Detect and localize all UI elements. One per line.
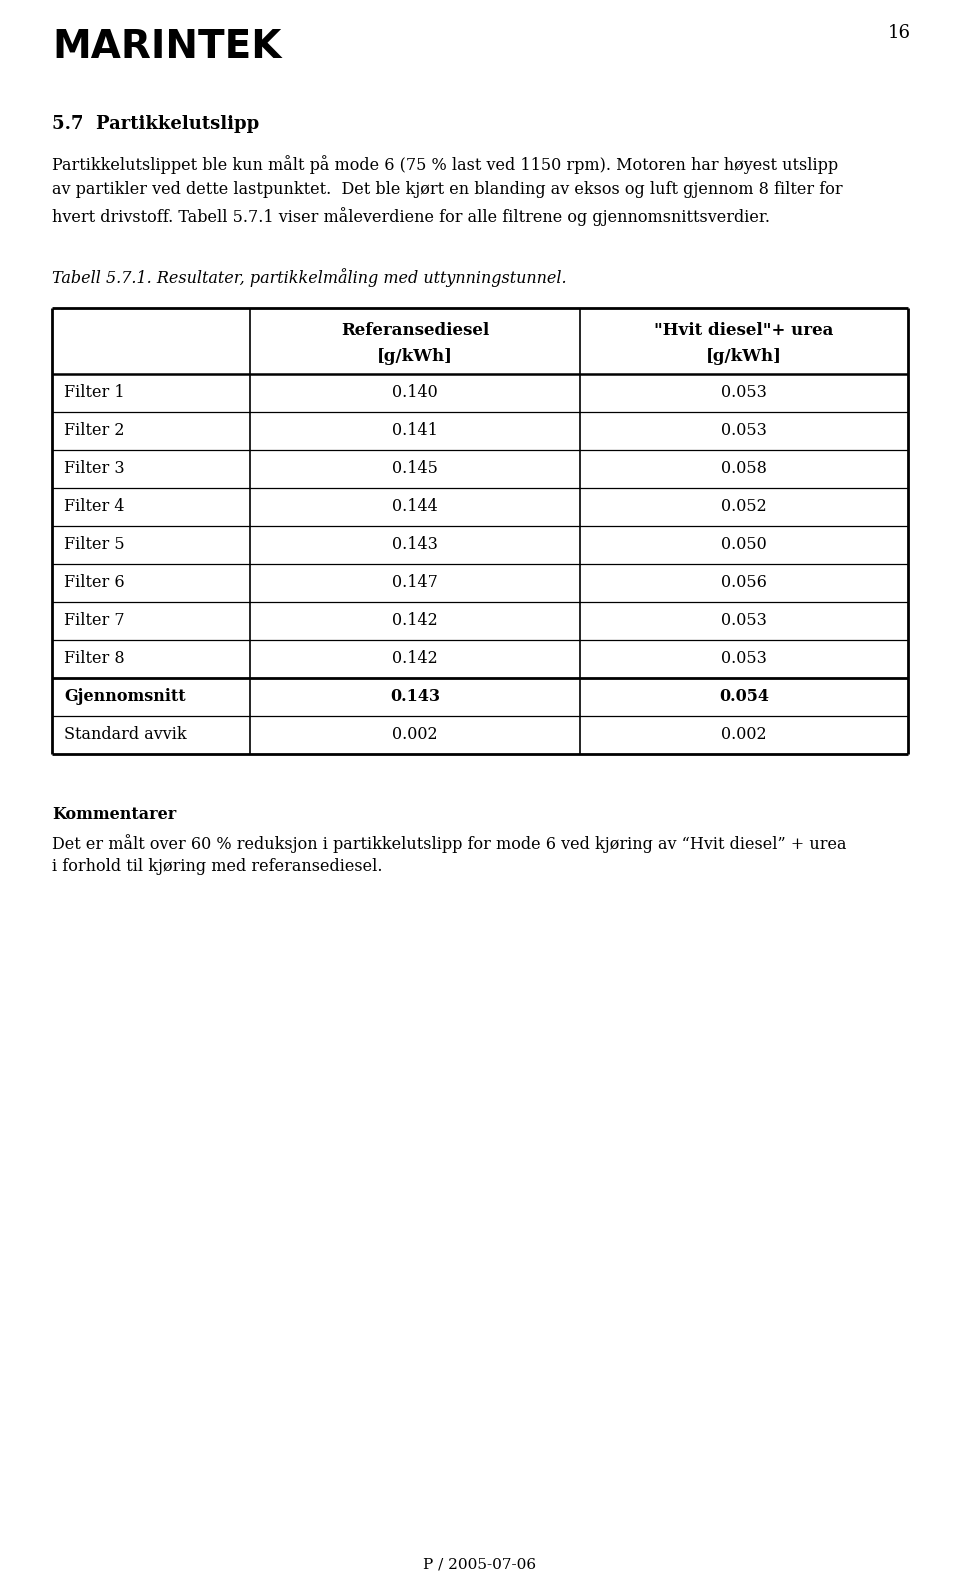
Text: 0.143: 0.143 xyxy=(392,537,438,553)
Text: 0.053: 0.053 xyxy=(721,384,767,402)
Text: 0.056: 0.056 xyxy=(721,573,767,591)
Text: Filter 1: Filter 1 xyxy=(64,384,125,402)
Text: [g/kWh]: [g/kWh] xyxy=(706,348,782,365)
Text: Filter 8: Filter 8 xyxy=(64,649,125,667)
Text: 16: 16 xyxy=(888,24,911,41)
Text: 0.050: 0.050 xyxy=(721,537,767,553)
Text: 0.058: 0.058 xyxy=(721,461,767,476)
Text: MARINTEK: MARINTEK xyxy=(52,29,281,67)
Text: Standard avvik: Standard avvik xyxy=(64,726,186,743)
Text: 0.052: 0.052 xyxy=(721,499,767,515)
Text: Filter 4: Filter 4 xyxy=(64,499,125,515)
Text: Filter 7: Filter 7 xyxy=(64,611,125,629)
Text: "Hvit diesel"+ urea: "Hvit diesel"+ urea xyxy=(655,322,833,338)
Text: 0.141: 0.141 xyxy=(392,422,438,438)
Text: Kommentarer: Kommentarer xyxy=(52,807,177,823)
Text: Det er målt over 60 % reduksjon i partikkelutslipp for mode 6 ved kjøring av “Hv: Det er målt over 60 % reduksjon i partik… xyxy=(52,834,847,853)
Text: 0.002: 0.002 xyxy=(721,726,767,743)
Text: Filter 2: Filter 2 xyxy=(64,422,125,438)
Text: 5.7  Partikkelutslipp: 5.7 Partikkelutslipp xyxy=(52,114,259,133)
Text: 0.054: 0.054 xyxy=(719,688,769,705)
Text: 0.053: 0.053 xyxy=(721,649,767,667)
Text: 0.053: 0.053 xyxy=(721,422,767,438)
Text: 0.002: 0.002 xyxy=(393,726,438,743)
Text: 0.140: 0.140 xyxy=(392,384,438,402)
Text: [g/kWh]: [g/kWh] xyxy=(377,348,453,365)
Text: Referansediesel: Referansediesel xyxy=(341,322,490,338)
Text: Gjennomsnitt: Gjennomsnitt xyxy=(64,688,185,705)
Text: 0.144: 0.144 xyxy=(392,499,438,515)
Text: P / 2005-07-06: P / 2005-07-06 xyxy=(423,1558,537,1572)
Text: 0.142: 0.142 xyxy=(392,611,438,629)
Text: 0.147: 0.147 xyxy=(392,573,438,591)
Text: Partikkelutslippet ble kun målt på mode 6 (75 % last ved 1150 rpm). Motoren har : Partikkelutslippet ble kun målt på mode … xyxy=(52,156,838,175)
Text: 0.142: 0.142 xyxy=(392,649,438,667)
Text: 0.145: 0.145 xyxy=(392,461,438,476)
Text: 0.053: 0.053 xyxy=(721,611,767,629)
Text: Tabell 5.7.1. Resultater, partikkelmåling med uttynningstunnel.: Tabell 5.7.1. Resultater, partikkelmålin… xyxy=(52,268,566,287)
Text: Filter 5: Filter 5 xyxy=(64,537,125,553)
Text: av partikler ved dette lastpunktet.  Det ble kjørt en blanding av eksos og luft : av partikler ved dette lastpunktet. Det … xyxy=(52,181,843,198)
Text: hvert drivstoff. Tabell 5.7.1 viser måleverdiene for alle filtrene og gjennomsni: hvert drivstoff. Tabell 5.7.1 viser måle… xyxy=(52,206,770,225)
Text: 0.143: 0.143 xyxy=(390,688,440,705)
Text: Filter 3: Filter 3 xyxy=(64,461,125,476)
Text: i forhold til kjøring med referansediesel.: i forhold til kjøring med referansediese… xyxy=(52,858,382,875)
Text: Filter 6: Filter 6 xyxy=(64,573,125,591)
